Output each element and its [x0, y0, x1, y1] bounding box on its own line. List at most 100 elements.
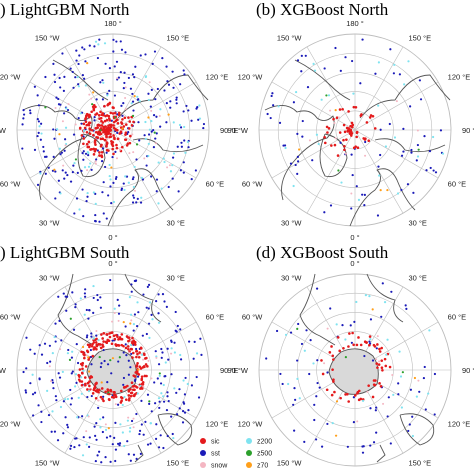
data-point [93, 119, 96, 122]
data-point [313, 418, 316, 422]
data-point [380, 359, 384, 362]
data-point [355, 185, 358, 188]
data-point [368, 340, 371, 343]
data-point [368, 295, 371, 298]
data-point [58, 76, 61, 80]
data-point [80, 392, 83, 395]
data-point [85, 123, 89, 127]
data-point [132, 120, 135, 124]
data-point [311, 159, 314, 162]
data-point [326, 131, 329, 134]
data-point [190, 384, 194, 387]
data-point [102, 130, 105, 134]
data-point [135, 386, 139, 389]
data-point [425, 169, 428, 172]
data-point [116, 137, 120, 141]
longitude-label: 60 °E [448, 313, 466, 322]
data-point [132, 196, 136, 199]
data-point [106, 381, 109, 384]
data-point [113, 337, 117, 341]
data-point [115, 146, 119, 150]
data-point [24, 391, 28, 394]
data-point [345, 138, 348, 141]
data-point [139, 201, 143, 204]
longitude-label: 60 °W [0, 313, 21, 322]
data-point [75, 59, 78, 62]
data-point [171, 177, 174, 180]
data-point [373, 345, 377, 348]
data-point [378, 347, 381, 351]
data-point [102, 348, 105, 352]
data-point [351, 59, 354, 63]
data-point [377, 363, 381, 366]
data-point [350, 207, 353, 210]
data-point [165, 121, 168, 124]
data-point [179, 358, 183, 361]
data-point [108, 89, 111, 92]
data-point [122, 376, 126, 380]
data-point [66, 423, 69, 426]
data-point [82, 158, 85, 161]
data-point [369, 114, 373, 117]
data-point [164, 361, 167, 364]
data-point [359, 82, 362, 85]
data-point [167, 399, 170, 403]
data-point [147, 116, 150, 119]
data-point [123, 188, 126, 192]
data-point [396, 192, 400, 195]
data-point [86, 334, 89, 337]
data-point [106, 388, 110, 391]
data-point [182, 379, 185, 382]
data-point [62, 292, 65, 295]
data-point [363, 138, 367, 141]
data-point [339, 396, 342, 400]
data-point [376, 366, 379, 369]
data-point [52, 387, 55, 390]
data-point [298, 397, 301, 400]
data-point [93, 45, 96, 48]
data-point [368, 335, 372, 338]
data-point [99, 418, 102, 421]
data-point [31, 393, 35, 396]
data-point [361, 399, 365, 402]
data-point [98, 450, 101, 453]
data-point [83, 376, 87, 379]
data-point [343, 148, 346, 152]
data-point [279, 372, 282, 376]
data-point [350, 341, 353, 344]
meridian-line [354, 46, 404, 131]
longitude-label: 90 °E [220, 126, 238, 135]
data-point [367, 139, 371, 143]
data-point [108, 335, 112, 339]
data-point [127, 181, 130, 184]
scatter-points [265, 282, 437, 454]
data-point [416, 143, 419, 147]
data-point [382, 402, 385, 405]
data-point [49, 360, 52, 363]
data-point [90, 344, 94, 348]
data-point [133, 340, 137, 344]
data-point [94, 459, 97, 463]
data-point [338, 349, 341, 353]
data-point [172, 152, 176, 155]
data-point [53, 137, 56, 140]
data-point [342, 346, 345, 350]
data-point [98, 38, 101, 41]
data-point [129, 394, 133, 398]
data-point [403, 83, 406, 86]
data-point [378, 174, 381, 177]
data-point [175, 96, 178, 99]
data-point [77, 117, 80, 120]
data-point [106, 339, 110, 342]
data-point [122, 182, 125, 185]
data-point [53, 335, 56, 339]
data-point [356, 146, 360, 149]
data-point [147, 283, 151, 287]
data-point [368, 116, 372, 119]
data-point [100, 381, 103, 384]
longitude-label: 150 °W [35, 459, 61, 468]
data-point [118, 356, 121, 359]
data-point [158, 406, 161, 410]
data-point [32, 414, 35, 417]
